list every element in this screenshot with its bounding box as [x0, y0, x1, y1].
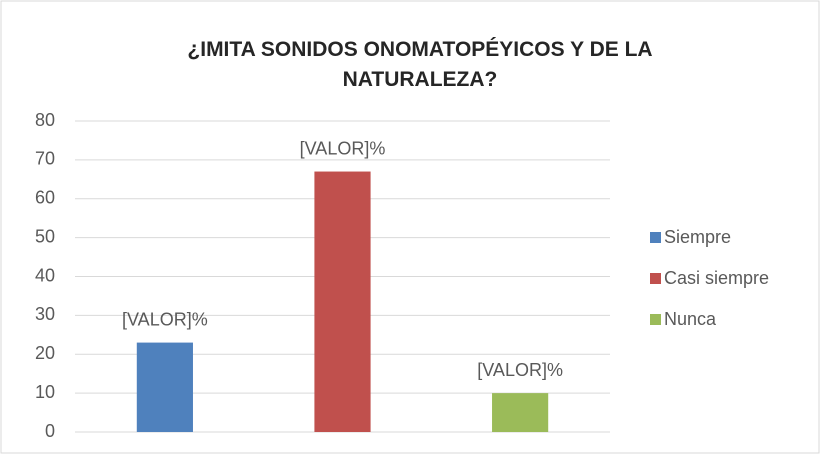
- legend-label: Siempre: [664, 227, 731, 247]
- data-label: [VALOR]%: [300, 138, 386, 158]
- bar: [314, 171, 371, 432]
- y-tick-label: 40: [35, 265, 55, 285]
- y-tick-label: 50: [35, 226, 55, 246]
- legend-swatch: [650, 273, 661, 284]
- y-tick-label: 0: [45, 421, 55, 441]
- y-tick-label: 70: [35, 149, 55, 169]
- bar: [492, 393, 549, 432]
- y-tick-label: 30: [35, 304, 55, 324]
- y-tick-label: 80: [35, 110, 55, 130]
- legend-swatch: [650, 314, 661, 325]
- chart-title: ¿IMITA SONIDOS ONOMATOPÉYICOS Y DE LA NAT…: [187, 38, 652, 91]
- legend-label: Casi siempre: [664, 268, 769, 288]
- y-tick-label: 60: [35, 188, 55, 208]
- data-label: [VALOR]%: [477, 360, 563, 380]
- legend-label: Nunca: [664, 309, 717, 329]
- y-tick-label: 10: [35, 382, 55, 402]
- y-tick-label: 20: [35, 343, 55, 363]
- data-label: [VALOR]%: [122, 309, 208, 329]
- bar: [136, 342, 193, 432]
- legend-swatch: [650, 232, 661, 243]
